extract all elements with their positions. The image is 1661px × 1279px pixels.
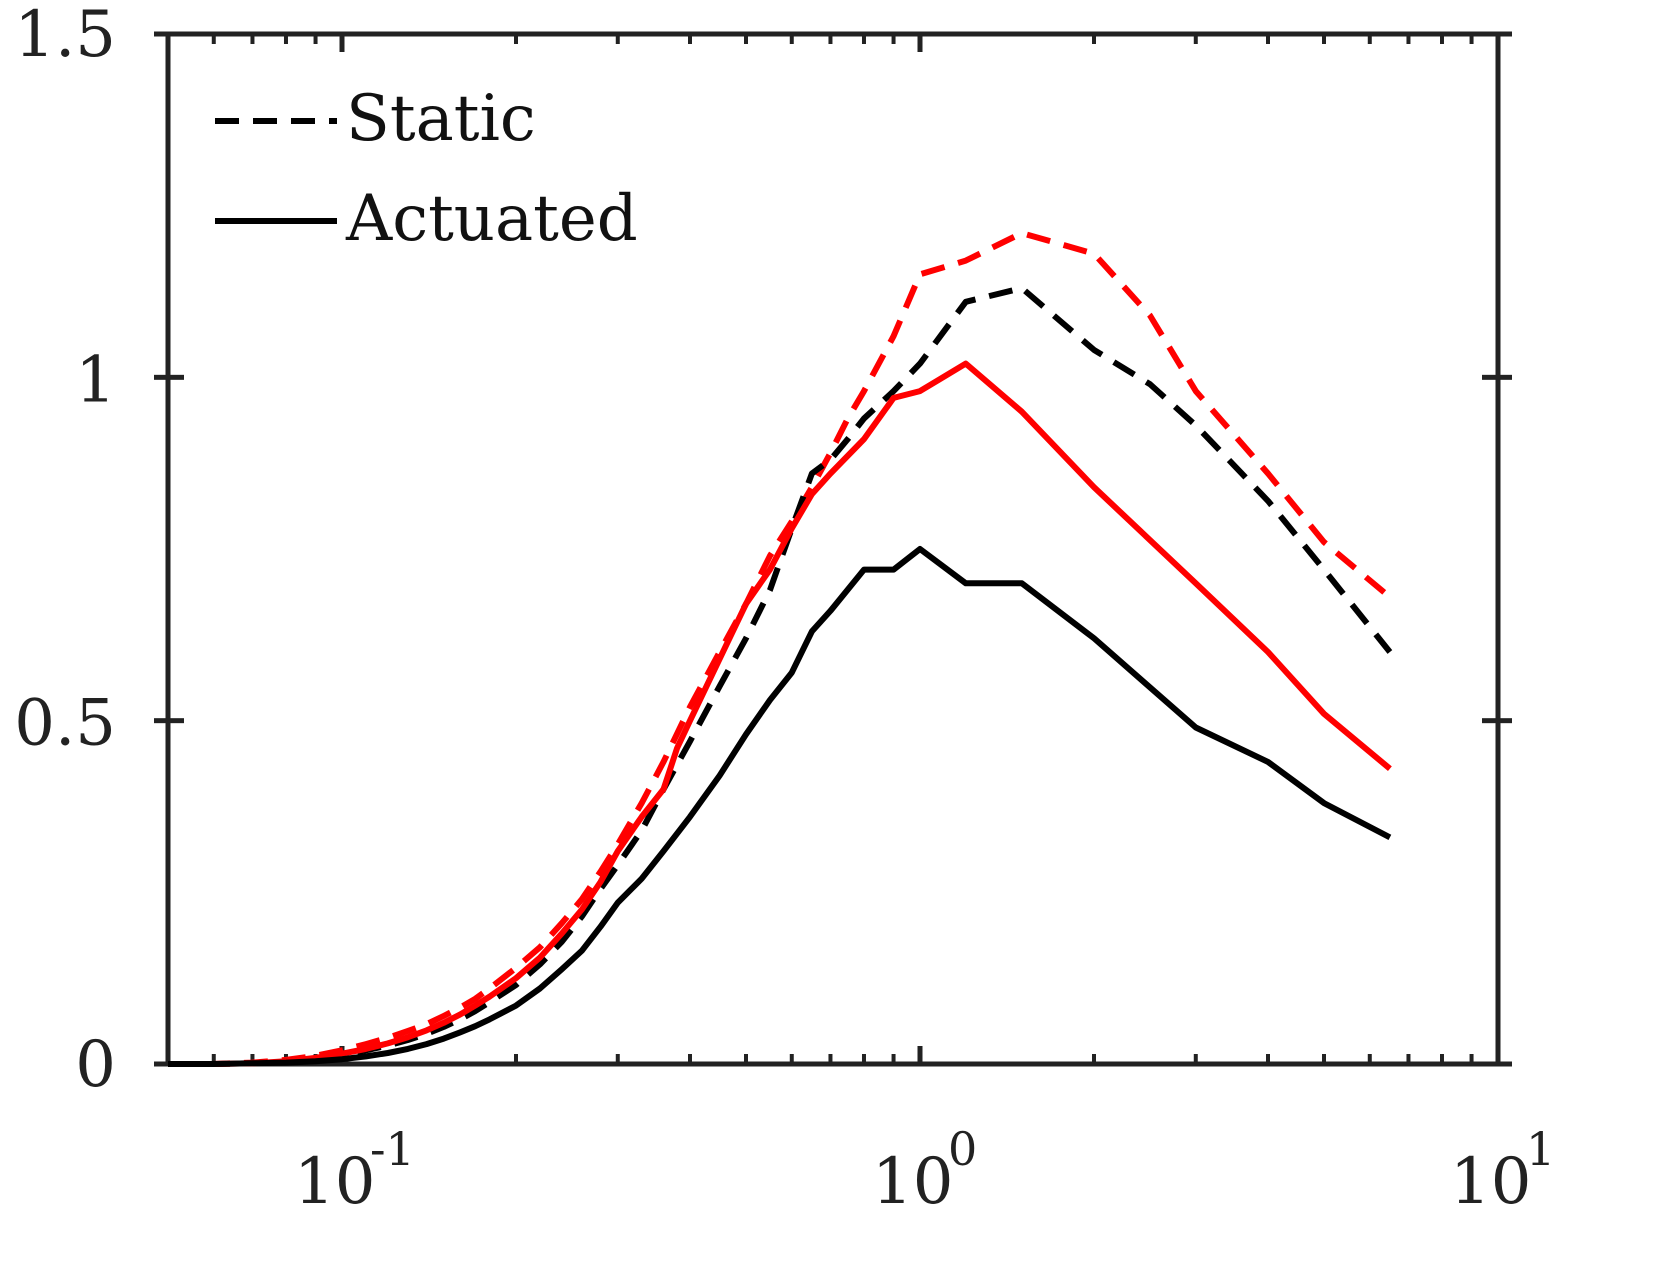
series-group: [168, 230, 1393, 1067]
y-tick-label: 1.5: [14, 0, 116, 72]
x-tick-label: 10: [294, 1145, 375, 1219]
y-tick-label: 1: [75, 343, 116, 417]
axis-ticks: [154, 31, 1512, 1067]
x-tick-exponent: 0: [948, 1122, 977, 1176]
legend-actuated-label: Actuated: [345, 182, 638, 256]
x-tick-exponent: 1: [1526, 1122, 1555, 1176]
legend-static-label: Static: [346, 82, 536, 156]
y-tick-label: 0: [75, 1028, 116, 1102]
legend: Static Actuated: [215, 82, 638, 256]
series-line-static-red: [168, 230, 1392, 1067]
series-line-actuated-red: [168, 360, 1392, 1067]
plot-frame: [165, 31, 1501, 1067]
x-tick-label: 10: [1450, 1145, 1531, 1219]
y-tick-label: 0.5: [14, 687, 116, 761]
x-tick-exponent: -1: [370, 1122, 415, 1176]
x-tick-label: 10: [872, 1145, 953, 1219]
series-line-actuated-black: [168, 546, 1392, 1067]
